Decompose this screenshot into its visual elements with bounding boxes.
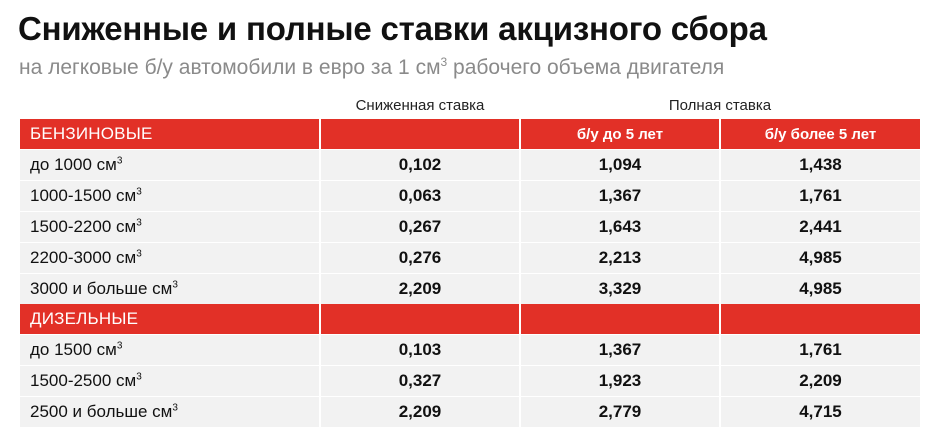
reduced-rate-cell: 2,209 [319,273,519,304]
subtitle-tail: рабочего объема двигателя [447,56,725,79]
table-row: до 1500 см3 0,103 1,367 1,761 [20,334,920,365]
subheader-over-5-years: б/у более 5 лет [719,119,920,149]
reduced-rate-cell: 0,276 [319,242,519,273]
page-title: Сниженные и полные ставки акцизного сбор… [18,10,767,47]
section-blank-cell [319,119,519,149]
full-rate-over5-cell: 1,761 [719,334,920,365]
table-row: 2200-3000 см3 0,276 2,213 4,985 [20,242,920,273]
table-row: 1500-2500 см3 0,327 1,923 2,209 [20,365,920,396]
row-label-sup: 3 [136,248,142,260]
reduced-rate-cell: 0,102 [319,149,519,180]
row-label-text: 1500-2500 см [30,371,137,390]
row-label: до 1500 см3 [20,334,319,365]
row-label: 2200-3000 см3 [20,242,319,273]
reduced-rate-cell: 2,209 [319,396,519,427]
section-label: БЕНЗИНОВЫЕ [20,119,319,149]
section-header-petrol: БЕНЗИНОВЫЕ б/у до 5 лет б/у более 5 лет [20,119,920,149]
section-label: ДИЗЕЛЬНЫЕ [20,304,319,334]
section-blank-cell [519,304,719,334]
full-rate-under5-cell: 1,923 [519,365,719,396]
row-label: до 1000 см3 [20,149,319,180]
full-rate-over5-cell: 4,715 [719,396,920,427]
full-rate-under5-cell: 2,779 [519,396,719,427]
full-rate-over5-cell: 4,985 [719,242,920,273]
row-label: 3000 и больше см3 [20,273,319,304]
row-label-text: 2200-3000 см [30,248,137,267]
row-label-text: 3000 и больше см [30,279,173,298]
full-rate-over5-cell: 2,441 [719,211,920,242]
full-rate-over5-cell: 1,761 [719,180,920,211]
row-label: 2500 и больше см3 [20,396,319,427]
full-rate-under5-cell: 1,367 [519,180,719,211]
row-label: 1000-1500 см3 [20,180,319,211]
subtitle-superscript: 3 [440,55,448,69]
row-label-text: 1000-1500 см [30,186,137,205]
row-label-text: 2500 и больше см [30,402,173,421]
page-subtitle: на легковые б/у автомобили в евро за 1 с… [19,55,724,80]
row-label-text: до 1000 см [30,155,117,174]
full-rate-under5-cell: 1,643 [519,211,719,242]
row-label-sup: 3 [136,186,142,198]
row-label-sup: 3 [116,340,123,352]
subheader-under-5-years: б/у до 5 лет [519,119,719,149]
full-rate-over5-cell: 2,209 [719,365,920,396]
section-blank-cell [319,304,519,334]
full-rate-under5-cell: 1,094 [519,149,719,180]
table-row: 2500 и больше см3 2,209 2,779 4,715 [20,396,920,427]
row-label-sup: 3 [116,155,123,167]
row-label-sup: 3 [136,371,142,383]
row-label-text: до 1500 см [30,340,117,359]
full-rate-under5-cell: 3,329 [519,273,719,304]
section-blank-cell [719,304,920,334]
reduced-rate-cell: 0,267 [319,211,519,242]
table-row: 3000 и больше см3 2,209 3,329 4,985 [20,273,920,304]
subtitle-text: на легковые б/у автомобили в евро за 1 с… [19,56,441,79]
reduced-rate-cell: 0,327 [319,365,519,396]
full-rate-over5-cell: 4,985 [719,273,920,304]
full-rate-under5-cell: 1,367 [519,334,719,365]
row-label-text: 1500-2200 см [30,217,137,236]
section-header-diesel: ДИЗЕЛЬНЫЕ [20,304,920,334]
row-label-sup: 3 [172,279,178,291]
excise-rates-table: БЕНЗИНОВЫЕ б/у до 5 лет б/у более 5 лет … [20,119,920,427]
column-header-reduced: Сниженная ставка [355,97,485,114]
table-row: 1000-1500 см3 0,063 1,367 1,761 [20,180,920,211]
table-row: 1500-2200 см3 0,267 1,643 2,441 [20,211,920,242]
reduced-rate-cell: 0,063 [319,180,519,211]
table-row: до 1000 см3 0,102 1,094 1,438 [20,149,920,180]
full-rate-over5-cell: 1,438 [719,149,920,180]
row-label-sup: 3 [172,402,178,414]
full-rate-under5-cell: 2,213 [519,242,719,273]
row-label: 1500-2500 см3 [20,365,319,396]
reduced-rate-cell: 0,103 [319,334,519,365]
row-label: 1500-2200 см3 [20,211,319,242]
row-label-sup: 3 [136,217,142,229]
column-header-full: Полная ставка [668,97,772,114]
